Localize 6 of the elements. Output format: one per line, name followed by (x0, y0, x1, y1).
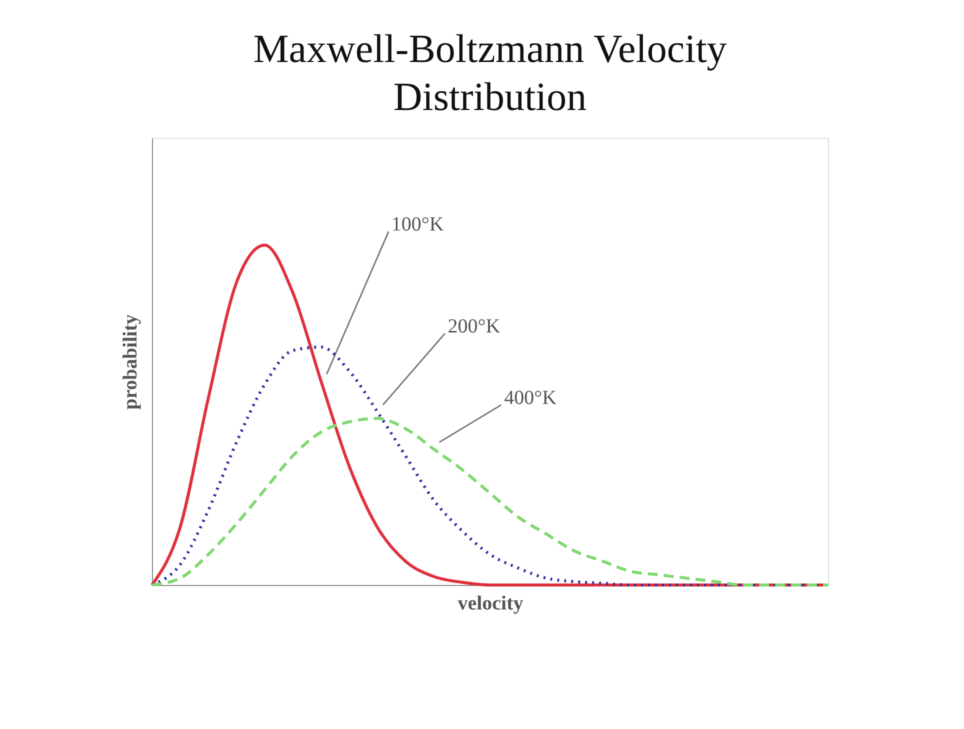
text: 400°K (504, 387, 558, 410)
y-axis-title: probability (120, 314, 142, 410)
text: 100°K (391, 214, 444, 236)
text: 200°K (448, 316, 501, 338)
x-axis-title: velocity (458, 592, 524, 614)
chart-title: Maxwell-Boltzmann Velocity Distribution (253, 26, 727, 119)
